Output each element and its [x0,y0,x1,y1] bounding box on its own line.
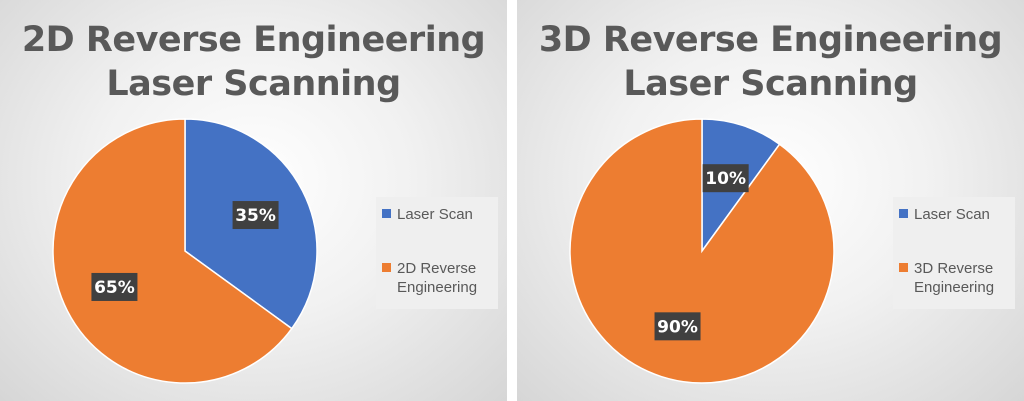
data-label-box [232,201,279,230]
data-label-text: 65% [94,278,135,298]
data-label-box [702,164,749,193]
chart-panel-3d: 3D Reverse Engineering Laser Scanning 10… [517,0,1024,401]
panel-divider [507,0,517,401]
legend-label: Laser Scan [397,206,473,223]
data-label: 65% [91,272,138,301]
chart-title-line-1: 2D Reverse Engineering [21,20,486,60]
pie-chart: 35% 65% [52,118,318,384]
legend-label: 2D Reverse Engineering [397,260,478,296]
legend-item-laser-scan: Laser Scan [899,205,990,224]
chart-title: 3D Reverse Engineering Laser Scanning [517,18,1024,106]
legend-item-laser-scan: Laser Scan [382,205,473,224]
legend-item-reverse-engineering: 3D Reverse Engineering [899,259,994,297]
chart-panel-2d: 2D Reverse Engineering Laser Scanning 35… [0,0,507,401]
pie-slice-2d-reverse-engineering [52,118,293,384]
pie-chart: 10% 90% [569,118,835,384]
legend-swatch-reverse-engineering [382,263,391,272]
chart-title-line-1: 3D Reverse Engineering [538,20,1003,60]
chart-legend: Laser Scan 3D Reverse Engineering [893,197,1015,309]
chart-title-line-2: Laser Scanning [106,64,401,104]
data-label-text: 35% [235,206,276,226]
data-label: 90% [654,312,701,341]
data-label-text: 10% [705,169,746,189]
chart-title: 2D Reverse Engineering Laser Scanning [0,18,507,106]
data-label-text: 90% [657,317,698,337]
data-label-box [91,272,138,301]
legend-swatch-laser-scan [899,209,908,218]
legend-label: 3D Reverse Engineering [914,260,995,296]
data-label-box [654,312,701,341]
chart-legend: Laser Scan 2D Reverse Engineering [376,197,498,309]
data-label: 10% [702,164,749,193]
legend-label: Laser Scan [914,206,990,223]
legend-swatch-reverse-engineering [899,263,908,272]
data-label: 35% [232,201,279,230]
legend-swatch-laser-scan [382,209,391,218]
pie-slice-3d-reverse-engineering [569,118,835,384]
chart-title-line-2: Laser Scanning [623,64,918,104]
legend-item-reverse-engineering: 2D Reverse Engineering [382,259,477,297]
